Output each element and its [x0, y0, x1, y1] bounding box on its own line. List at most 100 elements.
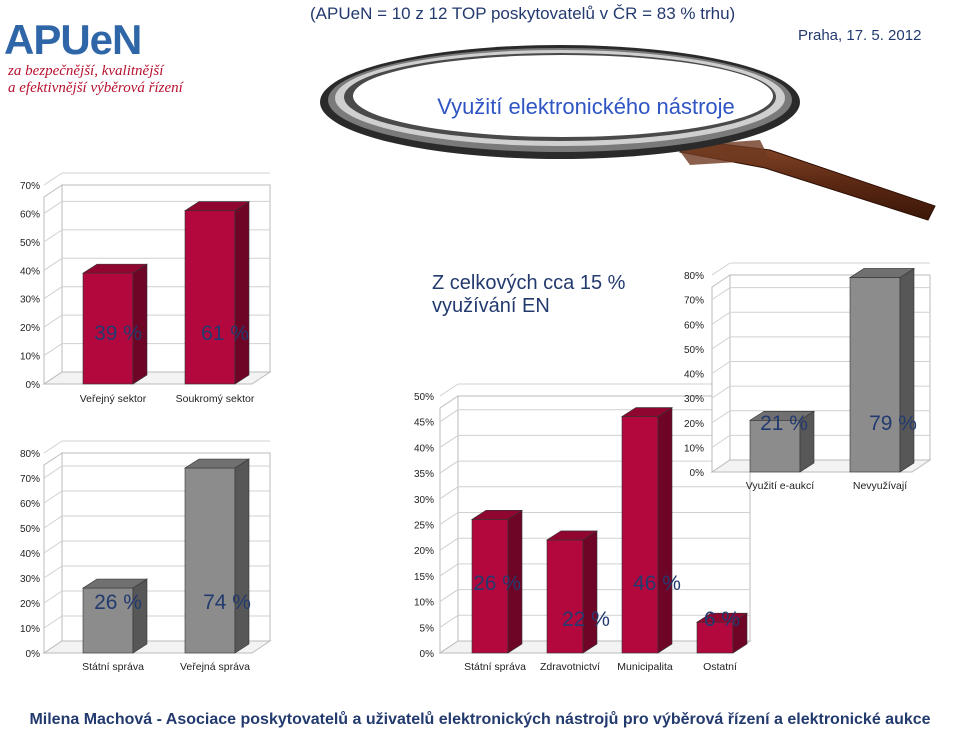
bar [621, 416, 659, 654]
bar [471, 519, 509, 654]
y-tick-label: 50% [684, 345, 704, 356]
y-tick-label: 10% [20, 624, 40, 635]
y-tick-label: 70% [20, 181, 40, 192]
chart-4: 0% 10% 20% 30% 40% 50% 60% 70% 80% 21 % Využití e-… [684, 262, 932, 492]
bar-top [81, 263, 149, 274]
gridline-diag [439, 409, 459, 423]
chart-side-wall [43, 452, 63, 654]
data-label: 79 % [869, 412, 917, 435]
y-tick-label: 0% [690, 468, 705, 479]
data-label: 39 % [94, 322, 142, 345]
bar [184, 210, 236, 385]
category-label: Ostatní [703, 661, 737, 673]
category-label: Municipalita [617, 661, 673, 673]
chart-2: 0% 10% 20% 30% 40% 50% 60% 70% 80% 26 % Státní spr… [20, 440, 272, 673]
center-note: Z celkových cca 15 % využívání EN [432, 272, 626, 317]
category-label: Nevyužívají [853, 480, 907, 492]
y-tick-label: 10% [20, 352, 40, 363]
gridline-diag [43, 490, 63, 504]
bar [82, 272, 134, 385]
y-tick-label: 20% [20, 323, 40, 334]
y-tick-label: 0% [26, 649, 41, 660]
y-tick-label: 35% [414, 469, 434, 480]
y-tick-label: 80% [20, 449, 40, 460]
gridline-diag [43, 465, 63, 479]
category-label: Soukromý sektor [176, 393, 255, 405]
bar [696, 621, 734, 654]
data-label: 61 % [201, 322, 249, 345]
bar-side [234, 458, 250, 654]
data-label: 6 % [704, 608, 740, 631]
gridline-diag [43, 343, 63, 356]
footer-text: Milena Machová - Asociace poskytovatelů … [29, 711, 931, 728]
y-tick-label: 45% [414, 418, 434, 429]
chart-1: 0% 10% 20% 30% 40% 50% 60% 70% 39 % Veřejný sekto… [20, 172, 272, 405]
bar-side [657, 407, 673, 654]
gridline-diag [711, 287, 731, 301]
y-tick-label: 30% [20, 295, 40, 306]
logo-tagline-2: a efektivnější výběrová řízení [8, 80, 183, 96]
gridline-diag [439, 589, 459, 603]
gridline-diag [43, 314, 63, 328]
bar-side [582, 530, 598, 654]
gridline-diag [439, 460, 459, 474]
y-tick-label: 0% [420, 649, 435, 660]
gridline-diag [711, 434, 731, 448]
y-tick-label: 5% [420, 623, 435, 634]
y-tick-label: 60% [684, 320, 704, 331]
bar-side [234, 201, 250, 385]
chart-side-wall [711, 274, 731, 473]
y-tick-label: 40% [20, 266, 40, 277]
logo-wordmark: APUeN [4, 16, 142, 63]
y-tick-label: 60% [20, 499, 40, 510]
data-label: 74 % [203, 591, 251, 614]
logo-tagline-1: za bezpečnější, kvalitnější [8, 63, 164, 79]
gridline-diag [43, 172, 63, 186]
gridline-diag [439, 614, 459, 628]
gridline-diag [711, 385, 731, 399]
bar-top [695, 612, 749, 623]
y-tick-label: 15% [414, 572, 434, 583]
gridline-diag [711, 336, 731, 350]
gridline-diag [439, 486, 459, 500]
place-date: Praha, 17. 5. 2012 [798, 27, 922, 44]
bar [849, 277, 901, 473]
bar [546, 539, 584, 654]
data-label: 26 % [94, 591, 142, 614]
bar-top [470, 510, 524, 520]
y-tick-label: 20% [684, 419, 704, 430]
gridline-diag [711, 311, 731, 325]
header-note: (APUeN = 10 z 12 TOP poskytovatelů v ČR … [310, 4, 736, 23]
category-label: Využití e-aukcí [746, 480, 815, 492]
y-tick-label: 50% [20, 524, 40, 535]
gridline-diag [43, 229, 63, 243]
y-tick-label: 40% [20, 549, 40, 560]
banner-title: Využití elektronického nástroje [437, 94, 735, 119]
category-label: Státní správa [464, 661, 526, 673]
gridline-diag [43, 257, 63, 271]
y-tick-label: 20% [414, 546, 434, 557]
y-tick-label: 50% [20, 238, 40, 249]
gridline-diag [439, 563, 459, 577]
gridline-diag [43, 440, 63, 454]
y-tick-label: 80% [684, 271, 704, 282]
gridline-diag [439, 512, 459, 525]
gridline-diag [43, 590, 63, 604]
data-label: 46 % [633, 572, 681, 595]
gridline-diag [43, 515, 63, 529]
data-label: 21 % [760, 412, 808, 435]
bar-top [748, 410, 816, 421]
gridline-diag [43, 615, 63, 629]
gridline-diag [439, 537, 459, 551]
bar-top [183, 201, 251, 211]
gridline-diag [43, 540, 63, 554]
y-tick-label: 30% [20, 574, 40, 585]
y-tick-label: 25% [414, 521, 434, 532]
y-tick-label: 50% [414, 392, 434, 403]
bar-top [620, 407, 674, 417]
gridline-diag [439, 434, 459, 448]
gridline-diag [711, 361, 731, 374]
y-tick-label: 70% [684, 296, 704, 307]
gridline-diag [43, 201, 63, 214]
